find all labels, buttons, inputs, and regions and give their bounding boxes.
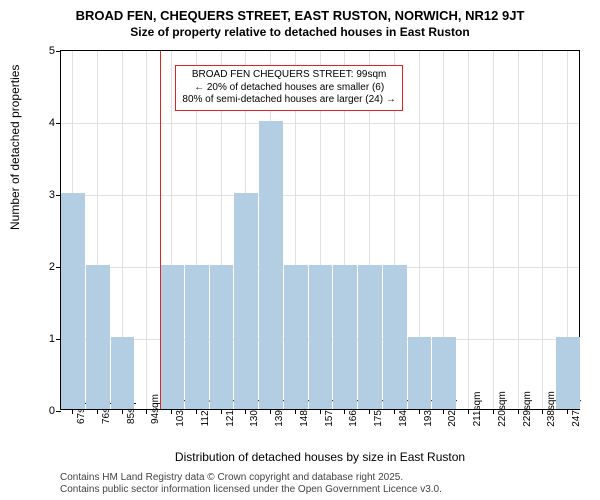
histogram-bar (185, 265, 209, 409)
histogram-bar (309, 265, 333, 409)
gridline-v (542, 51, 543, 409)
histogram-bar (358, 265, 382, 409)
gridline-v (493, 51, 494, 409)
annotation-line: 80% of semi-detached houses are larger (… (182, 94, 395, 107)
xtick-label: 220sqm (493, 391, 508, 427)
histogram-bar (234, 193, 258, 409)
histogram-bar (432, 337, 456, 409)
histogram-bar (556, 337, 580, 409)
histogram-bar (333, 265, 357, 409)
ytick-label: 3 (49, 189, 61, 201)
footer-attribution: Contains HM Land Registry data © Crown c… (60, 472, 442, 496)
ytick-label: 0 (49, 405, 61, 417)
ytick-label: 2 (49, 261, 61, 273)
x-axis-label: Distribution of detached houses by size … (60, 450, 580, 464)
y-axis-label: Number of detached properties (8, 65, 22, 230)
xtick-label: 94sqm (146, 394, 161, 424)
histogram-bar (86, 265, 110, 409)
page-subtitle: Size of property relative to detached ho… (0, 23, 600, 39)
histogram-bar (259, 121, 283, 409)
xtick-label: 211sqm (468, 392, 483, 427)
annotation-line: ← 20% of detached houses are smaller (6) (182, 82, 395, 95)
annotation-box: BROAD FEN CHEQUERS STREET: 99sqm← 20% of… (175, 65, 402, 111)
xtick-label: 238sqm (542, 391, 557, 427)
ytick-label: 1 (49, 333, 61, 345)
gridline-v (468, 51, 469, 409)
histogram-bar (408, 337, 432, 409)
ytick-label: 5 (49, 45, 61, 57)
footer-line2: Contains public sector information licen… (60, 484, 442, 496)
histogram-bar (160, 265, 184, 409)
page-title: BROAD FEN, CHEQUERS STREET, EAST RUSTON,… (0, 0, 600, 23)
ytick-label: 4 (49, 117, 61, 129)
gridline-v (518, 51, 519, 409)
footer-line1: Contains HM Land Registry data © Crown c… (60, 472, 442, 484)
property-marker-line (160, 51, 161, 409)
xtick-label: 229sqm (518, 391, 533, 427)
gridline-v (146, 51, 147, 409)
plot-area: 01234567sqm76sqm85sqm94sqm103sqm112sqm12… (60, 50, 580, 410)
histogram-bar (61, 193, 85, 409)
histogram-bar (111, 337, 135, 409)
annotation-line: BROAD FEN CHEQUERS STREET: 99sqm (182, 69, 395, 82)
histogram-bar (284, 265, 308, 409)
histogram-bar (210, 265, 234, 409)
histogram-bar (383, 265, 407, 409)
